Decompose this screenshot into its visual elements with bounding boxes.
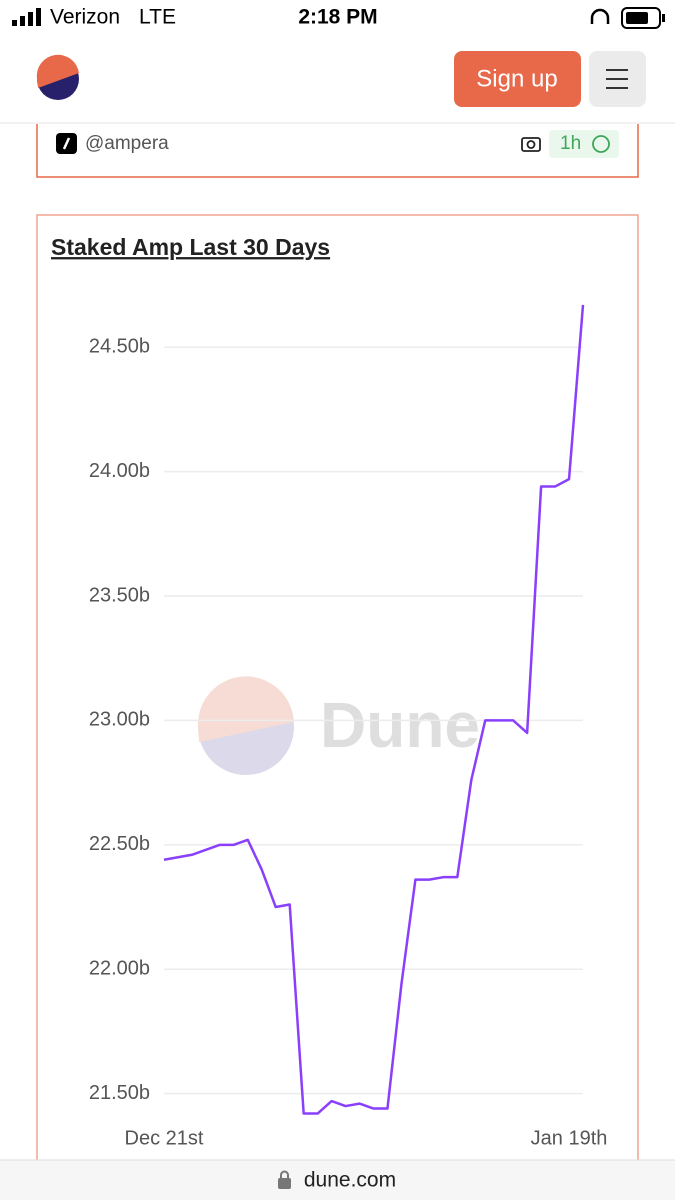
- y-tick-label: 22.50b: [89, 833, 150, 855]
- logo[interactable]: [36, 54, 79, 100]
- menu-button[interactable]: [589, 51, 646, 107]
- author-icon-glyph: [62, 137, 71, 150]
- network: LTE: [139, 6, 176, 29]
- url[interactable]: dune.com: [304, 1169, 396, 1192]
- y-tick-label: 23.00b: [89, 709, 150, 731]
- y-tick-label: 24.50b: [89, 336, 150, 358]
- watermark: Dune: [197, 676, 480, 775]
- battery: [590, 7, 665, 29]
- sign-up-label[interactable]: Sign up: [476, 65, 557, 92]
- url-bar: [0, 1160, 675, 1200]
- author-card: [36, 124, 639, 178]
- y-tick-label: 21.50b: [89, 1082, 150, 1104]
- x-tick-label: Dec 21st: [125, 1127, 204, 1149]
- chart-card: [36, 214, 639, 1160]
- chart-title[interactable]: Staked Amp Last 30 Days: [51, 234, 330, 260]
- age-badge: [549, 130, 619, 158]
- watermark-text: Dune: [320, 689, 480, 761]
- author-handle[interactable]: @ampera: [85, 133, 169, 154]
- y-tick-label: 24.00b: [89, 460, 150, 482]
- lock-icon: [278, 1170, 291, 1189]
- clock: 2:18 PM: [298, 6, 377, 29]
- data-line: [163, 304, 585, 1115]
- carrier: Verizon: [50, 6, 120, 29]
- camera-icon[interactable]: [521, 137, 541, 152]
- age-label: 1h: [560, 133, 581, 154]
- plot: Dune 21.50b 22.00b 22.50b 23.00b 23.50b 24.00…: [89, 304, 608, 1149]
- y-tick-label: 22.00b: [89, 958, 150, 980]
- verified-icon: [592, 135, 610, 153]
- x-tick-label: Jan 19th: [531, 1127, 608, 1149]
- sign-up-button[interactable]: [454, 51, 581, 107]
- y-tick-label: 23.50b: [89, 584, 150, 606]
- signal: [12, 8, 41, 26]
